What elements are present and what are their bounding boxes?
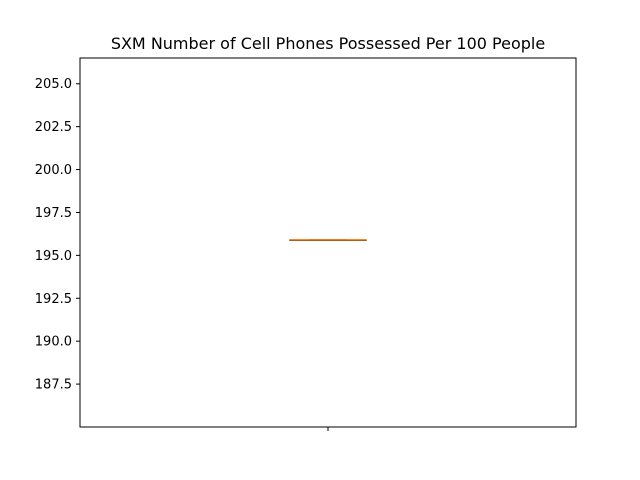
axes-frame bbox=[79, 57, 577, 428]
plot-area bbox=[289, 239, 367, 241]
y-axis: 187.5 190.0 192.5 195.0 197.5 200.0 202.5 205.0 bbox=[35, 77, 80, 393]
chart-title: SXM Number of Cell Phones Possessed Per … bbox=[111, 34, 545, 53]
y-tick-label: 195.0 bbox=[35, 249, 72, 264]
y-tick-label: 187.5 bbox=[35, 378, 72, 393]
y-tick-label: 200.0 bbox=[35, 163, 72, 178]
y-tick-label: 197.5 bbox=[35, 206, 72, 221]
y-tick-label: 190.0 bbox=[35, 335, 72, 350]
y-tick-label: 202.5 bbox=[35, 120, 72, 135]
y-tick-label: 205.0 bbox=[35, 77, 72, 92]
y-tick-label: 192.5 bbox=[35, 292, 72, 307]
